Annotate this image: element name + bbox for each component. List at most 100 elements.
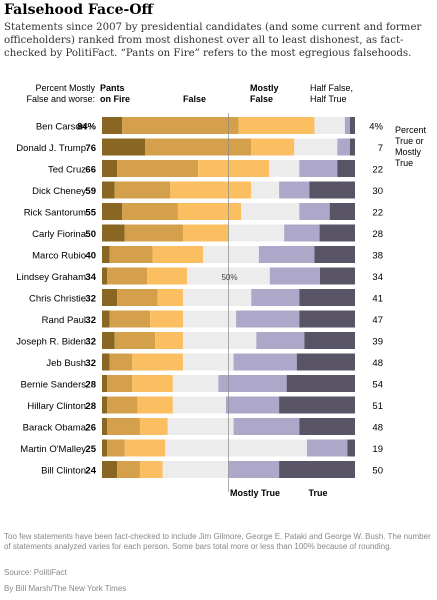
bar-segment-rand-paul-half-false-half-true xyxy=(182,310,237,328)
bar-segment-jeb-bush-half-false-half-true xyxy=(182,353,234,371)
value-true-mostly-true-hillary-clinton: 51 xyxy=(372,401,383,412)
bar-segment-marco-rubio-mostly-false xyxy=(152,246,204,263)
bar-segment-hillary-clinton-pants-on-fire xyxy=(102,396,108,414)
bar-segment-lindsey-graham-false xyxy=(107,267,148,285)
value-true-mostly-true-chris-christie: 41 xyxy=(372,294,383,305)
bar-segment-lindsey-graham-mostly-false xyxy=(147,267,188,285)
header-mostly-false-line2: False xyxy=(250,94,274,104)
bar-segment-marco-rubio-mostly-true xyxy=(258,246,315,263)
bar-segment-bill-clinton-mostly-false xyxy=(139,461,163,478)
bar-segment-hillary-clinton-false xyxy=(107,396,138,414)
value-false-worse-lindsey-graham: 34 xyxy=(85,272,96,283)
footnote: Too few statements have been fact-checke… xyxy=(4,532,431,551)
bar-segment-barack-obama-mostly-false xyxy=(139,418,168,435)
value-false-worse-ted-cruz: 66 xyxy=(85,165,96,176)
bar-segment-rick-santorum-half-false-half-true xyxy=(241,203,300,220)
header-true-mostly-true-line2: True or xyxy=(395,136,424,146)
header-mostly-false-worse-line2: False and worse: xyxy=(26,94,95,104)
value-false-worse-carly-fiorina: 50 xyxy=(85,229,96,240)
row-label-ted-cruz: Ted Cruz xyxy=(48,165,86,176)
reference-label-50: 50% xyxy=(221,273,237,282)
header-false: False xyxy=(183,94,207,104)
value-true-mostly-true-bill-clinton: 50 xyxy=(372,466,383,477)
value-true-mostly-true-rand-paul: 47 xyxy=(372,315,383,326)
bar-segment-jeb-bush-mostly-false xyxy=(132,353,183,371)
bar-segment-donald-j-trump-mostly-false xyxy=(251,138,295,156)
header-true-mostly-true-line1: Percent xyxy=(395,125,427,135)
bar-segment-joseph-r-biden-true xyxy=(304,332,355,349)
row-label-marco-rubio: Marco Rubio xyxy=(32,251,86,262)
value-true-mostly-true-dick-cheney: 30 xyxy=(372,186,383,197)
row-label-martin-o-malley: Martin O'Malley xyxy=(20,444,86,455)
value-false-worse-chris-christie: 32 xyxy=(85,294,96,305)
bar-segment-hillary-clinton-mostly-true xyxy=(225,396,280,414)
value-false-worse-dick-cheney: 59 xyxy=(85,186,96,197)
value-true-mostly-true-donald-j-trump: 7 xyxy=(378,143,383,154)
bar-segment-ted-cruz-half-false-half-true xyxy=(268,160,300,177)
bar-segment-carly-fiorina-true xyxy=(319,224,355,242)
label-true: True xyxy=(308,488,327,498)
bar-segment-carly-fiorina-pants-on-fire xyxy=(102,224,125,242)
value-false-worse-ben-carson: 84% xyxy=(77,122,97,133)
row-label-ben-carson: Ben Carson xyxy=(36,122,86,133)
bar-segment-jeb-bush-false xyxy=(109,353,133,371)
bar-segment-martin-o-malley-pants-on-fire xyxy=(102,439,108,457)
value-true-mostly-true-ted-cruz: 22 xyxy=(372,165,383,176)
label-mostly-true: Mostly True xyxy=(230,488,280,498)
bar-segment-martin-o-malley-mostly-true xyxy=(306,439,348,457)
bar-segment-bill-clinton-pants-on-fire xyxy=(102,461,118,478)
bar-segment-dick-cheney-half-false-half-true xyxy=(251,181,280,199)
bar-segment-hillary-clinton-half-false-half-true xyxy=(172,396,226,414)
bar-segment-barack-obama-half-false-half-true xyxy=(167,418,234,435)
source-note: Source: PolitiFact xyxy=(4,568,67,577)
bar-segment-joseph-r-biden-half-false-half-true xyxy=(182,332,257,349)
bar-segment-donald-j-trump-false xyxy=(145,138,252,156)
bar-segment-martin-o-malley-false xyxy=(107,439,125,457)
bar-segment-carly-fiorina-false xyxy=(124,224,183,242)
bar-segment-bernie-sanders-pants-on-fire xyxy=(102,375,108,392)
row-label-lindsey-graham: Lindsey Graham xyxy=(16,272,86,283)
value-true-mostly-true-jeb-bush: 48 xyxy=(372,358,383,369)
value-false-worse-bill-clinton: 24 xyxy=(85,466,96,477)
bar-segment-rand-paul-mostly-false xyxy=(150,310,183,328)
bar-segment-barack-obama-false xyxy=(107,418,140,435)
bar-segment-jeb-bush-pants-on-fire xyxy=(102,353,110,371)
value-true-mostly-true-rick-santorum: 22 xyxy=(372,208,383,219)
value-false-worse-jeb-bush: 32 xyxy=(85,358,96,369)
row-label-donald-j-trump: Donald J. Trump xyxy=(16,143,86,154)
value-false-worse-donald-j-trump: 76 xyxy=(85,143,96,154)
bar-segment-bernie-sanders-half-false-half-true xyxy=(172,375,219,392)
header-true-mostly-true-line3: Mostly xyxy=(395,147,422,157)
bar-segment-ben-carson-mostly-true xyxy=(344,117,350,134)
header-true-mostly-true: Percent True or Mostly True xyxy=(395,125,426,169)
value-true-mostly-true-carly-fiorina: 28 xyxy=(372,229,383,240)
bar-segment-donald-j-trump-mostly-true xyxy=(337,138,350,156)
value-false-worse-bernie-sanders: 28 xyxy=(85,380,96,391)
bar-segment-martin-o-malley-true xyxy=(347,439,355,457)
bar-segment-ted-cruz-pants-on-fire xyxy=(102,160,118,177)
value-false-worse-martin-o-malley: 25 xyxy=(85,444,96,455)
header-pants-on-fire-line1: Pants xyxy=(100,83,125,93)
bar-segment-dick-cheney-pants-on-fire xyxy=(102,181,115,199)
bar-segment-lindsey-graham-pants-on-fire xyxy=(102,267,108,285)
value-false-worse-barack-obama: 26 xyxy=(85,423,96,434)
bar-segment-barack-obama-pants-on-fire xyxy=(102,418,108,435)
value-true-mostly-true-barack-obama: 48 xyxy=(372,423,383,434)
bar-segment-barack-obama-true xyxy=(299,418,355,435)
bar-segment-bill-clinton-true xyxy=(279,461,355,478)
bar-segment-lindsey-graham-true xyxy=(319,267,355,285)
bar-segment-rand-paul-pants-on-fire xyxy=(102,310,110,328)
bar-segment-rick-santorum-true xyxy=(329,203,355,220)
header-pants-on-fire-line2: on Fire xyxy=(100,94,131,104)
bar-segment-carly-fiorina-mostly-true xyxy=(284,224,320,242)
bar-segment-marco-rubio-true xyxy=(314,246,355,263)
header-mostly-false-line1: Mostly xyxy=(250,83,279,93)
value-false-worse-rick-santorum: 55 xyxy=(85,208,96,219)
bar-segment-dick-cheney-mostly-true xyxy=(279,181,310,199)
bar-segment-ben-carson-true xyxy=(349,117,355,134)
row-label-rand-paul: Rand Paul xyxy=(42,315,86,326)
bar-segment-hillary-clinton-mostly-false xyxy=(137,396,173,414)
credit-note: By Bill Marsh/The New York Times xyxy=(4,584,127,593)
page-subtitle: Statements since 2007 by presidential ca… xyxy=(4,22,422,59)
bar-segment-dick-cheney-true xyxy=(309,181,355,199)
